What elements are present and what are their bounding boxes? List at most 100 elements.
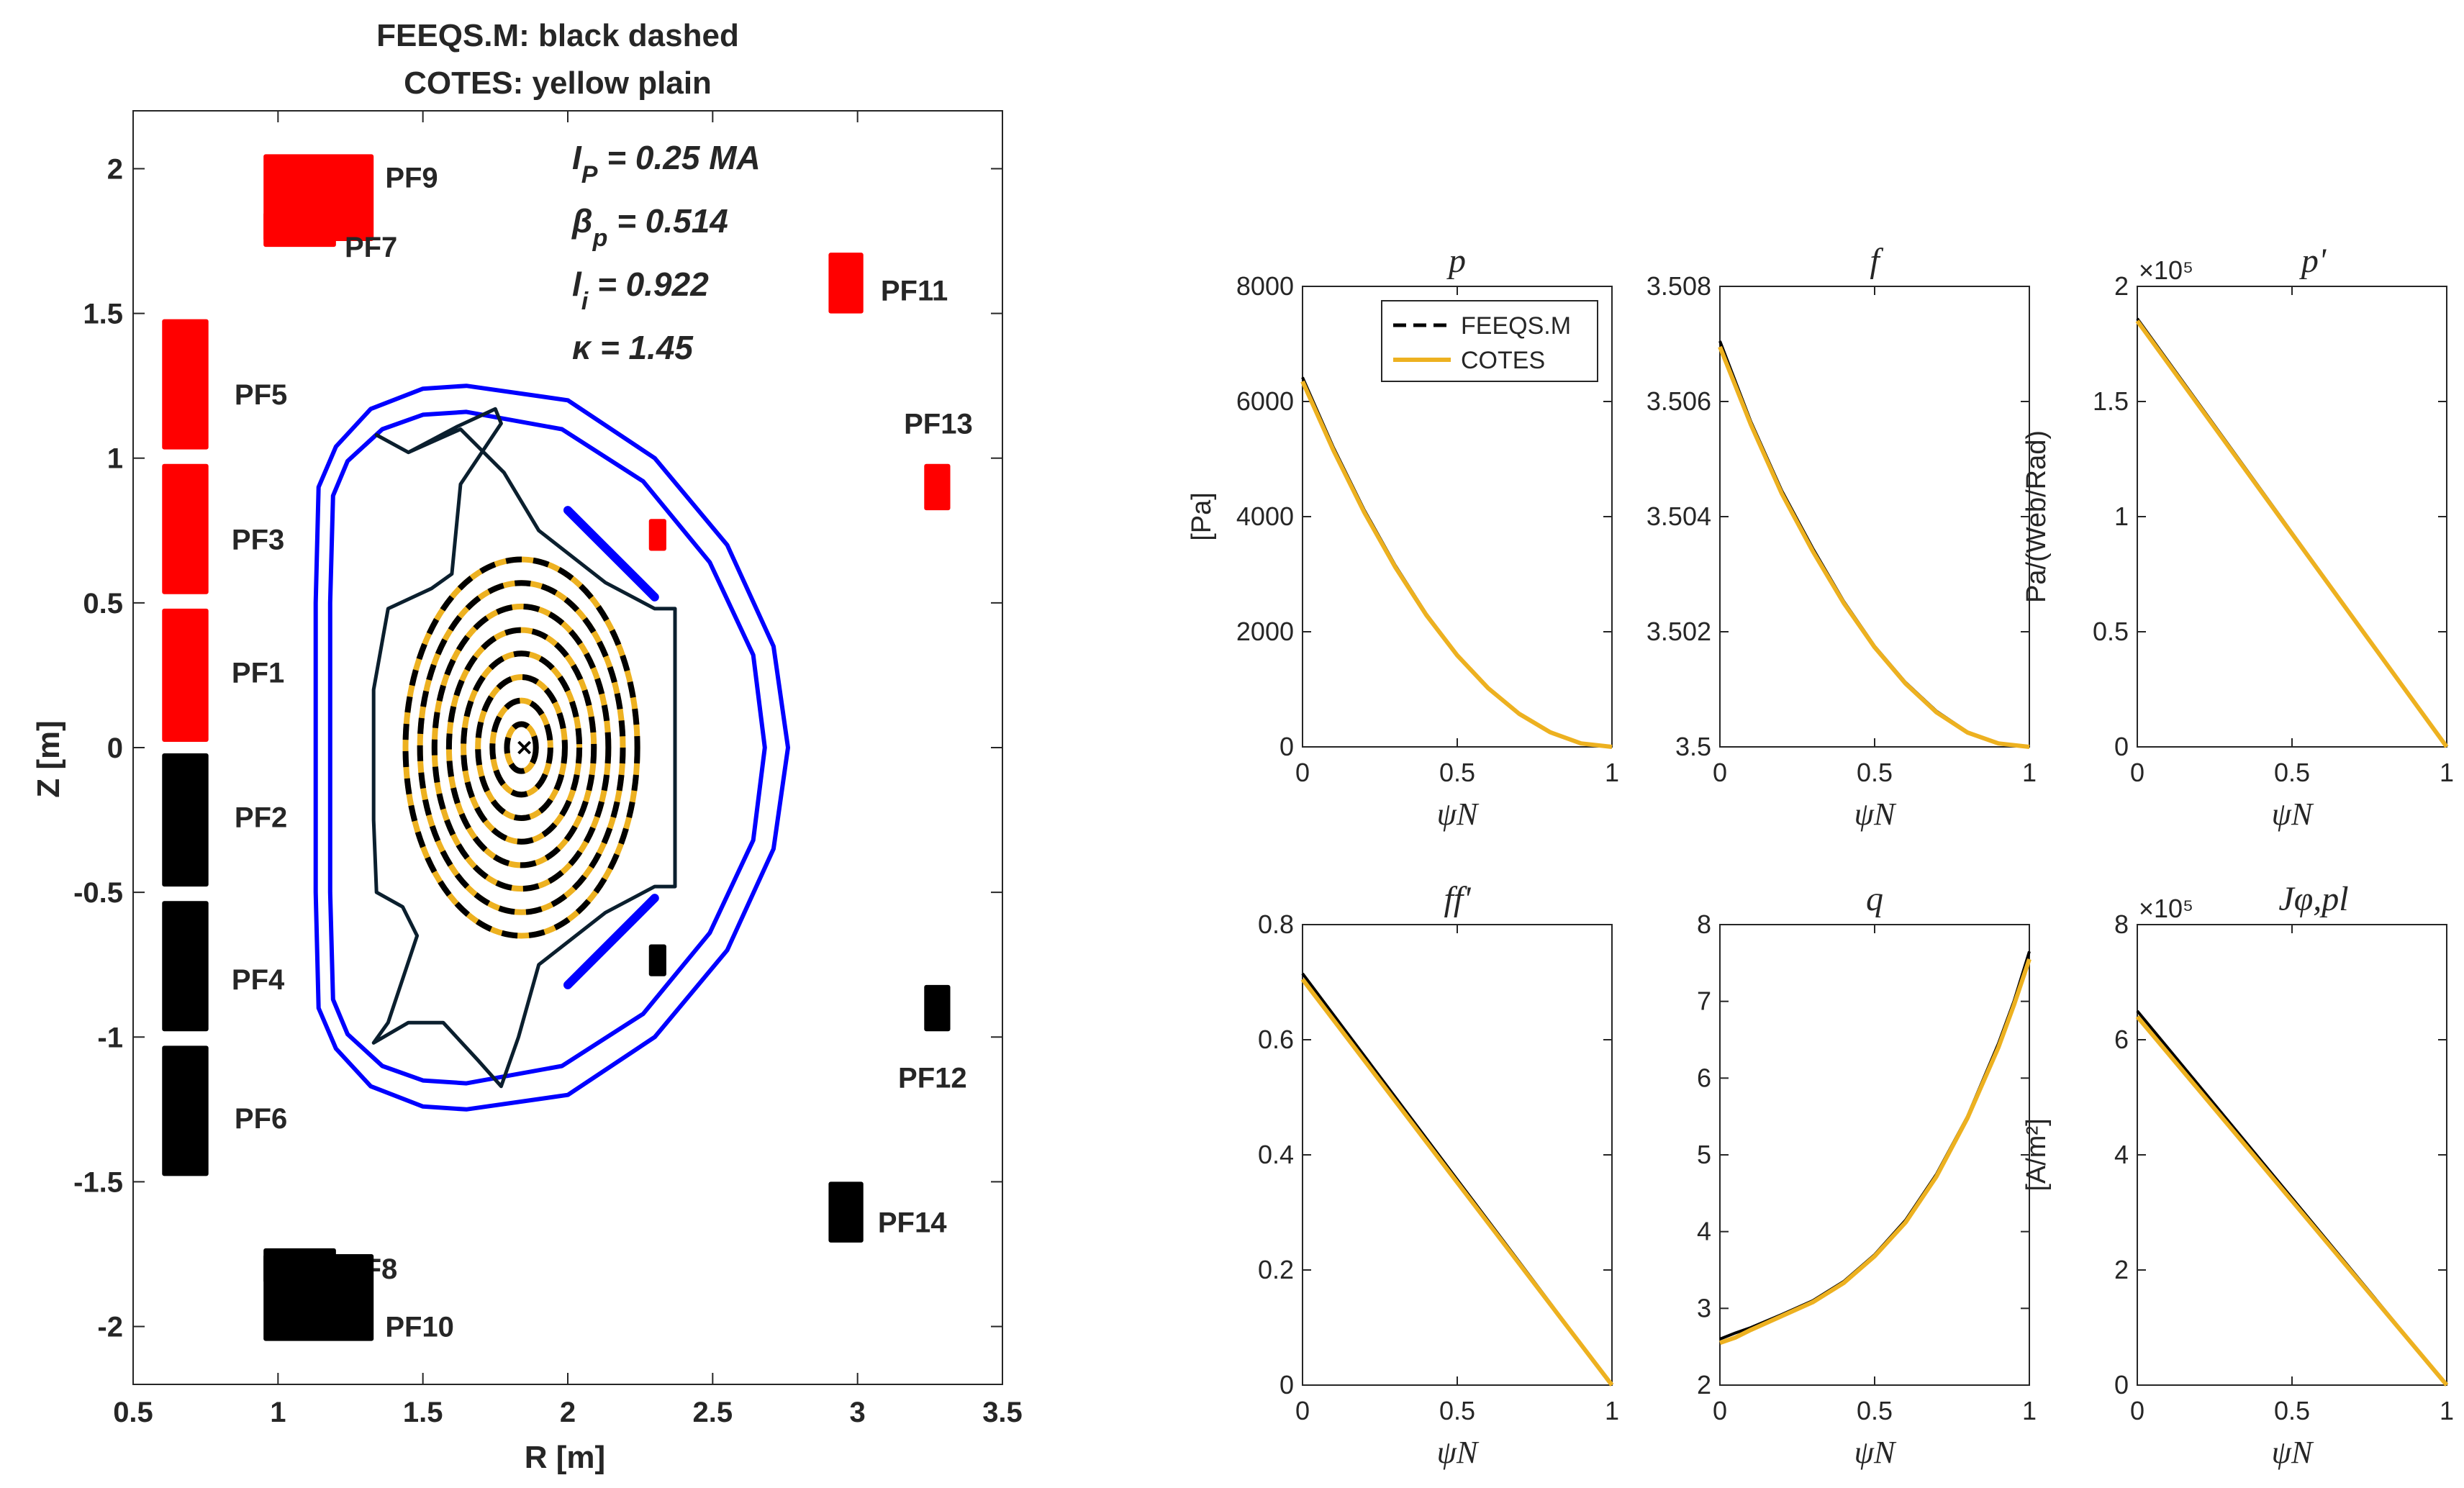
left-ytick-label: -0.5: [73, 877, 123, 909]
ytick-label: 8: [2114, 909, 2129, 939]
subplot-frame: [2137, 286, 2447, 748]
xtick-label: 0.5: [1857, 1396, 1893, 1425]
xtick-label: 0: [2130, 1396, 2144, 1425]
ytick-label: 2: [2114, 1255, 2129, 1284]
ytick-label: 0: [1279, 1370, 1294, 1399]
flux-surface-feeqs-2: [489, 697, 553, 798]
left-title-line1: FEEQS.M: black dashed: [376, 18, 739, 53]
flux-surface-feeqs-1: [504, 721, 539, 774]
series-line-cotes: [1300, 380, 1613, 749]
coil-label-pf4: PF4: [232, 964, 285, 996]
ytick-label: 0.4: [1258, 1140, 1294, 1169]
xtick-label: 1: [1605, 1396, 1619, 1425]
coil-pf1: [162, 608, 209, 742]
left-xtick-label: 3: [850, 1397, 866, 1428]
vacuum-vessel-outer: [313, 384, 790, 1112]
left-ytick-label: 0: [107, 732, 123, 764]
param-text-1: IP = 0.25 MA: [572, 139, 761, 189]
ytick-label: 3.506: [1647, 386, 1711, 416]
ytick-label: 8: [1697, 909, 1711, 939]
left-title-line2: COTES: yellow plain: [404, 65, 712, 101]
coil-pf14: [828, 1181, 864, 1243]
subplot-title: q: [1866, 880, 1883, 918]
left-xtick-label: 3.5: [982, 1397, 1023, 1428]
ytick-label: 0.8: [1258, 909, 1294, 939]
ytick-label: 7: [1697, 986, 1711, 1016]
ytick-label: 0: [1279, 732, 1294, 761]
coil-pf5: [162, 319, 209, 450]
flux-surface-feeqs-8: [402, 556, 640, 939]
subplot-frame: [1719, 924, 2030, 1386]
ytick-label: 6: [2114, 1025, 2129, 1054]
flux-surface-feeqs-6: [431, 603, 612, 892]
first-wall: [371, 407, 677, 1089]
left-xtick-label: 0.5: [113, 1397, 153, 1428]
xtick-label: 0.5: [1439, 1396, 1475, 1425]
left-plot-frame: [132, 110, 1003, 1385]
xtick-label: 0.5: [1857, 758, 1893, 787]
subplot-ylabel: [A/m²]: [2021, 1118, 2052, 1191]
ytick-label: 2: [2114, 271, 2129, 301]
ytick-label: 3.508: [1647, 271, 1711, 301]
xtick-label: 1: [2440, 758, 2454, 787]
coil-pf4: [162, 901, 209, 1032]
left-y-axis-label: Z [m]: [31, 720, 66, 798]
ytick-label: 4: [1697, 1217, 1711, 1246]
coil-pf10: [263, 1253, 374, 1341]
ytick-label: 4: [2114, 1140, 2129, 1169]
left-ytick-label: 2: [107, 153, 123, 185]
xtick-label: 1: [2022, 758, 2037, 787]
subplot-title: f: [1870, 242, 1883, 280]
passive-coil-1: [648, 519, 666, 551]
legend-label-cotes: COTES: [1461, 347, 1545, 374]
coil-label-pf6: PF6: [235, 1103, 287, 1135]
subplot-3: 0 0.5 1 0 0.5 1 1.5 2 ×10⁵ p' ψN Pa/(Web/Rad): [2021, 242, 2454, 832]
profile-subplots: 0 0.5 102000400060008000pψN[Pa]FEEQS.MCOTE…: [1187, 242, 2454, 1470]
ytick-label: 0.6: [1258, 1025, 1294, 1054]
coil-pf7: [263, 212, 336, 248]
series-line-cotes: [1718, 345, 2030, 749]
flux-surface-feeqs-5: [445, 627, 597, 868]
coil-pf2: [162, 753, 209, 887]
axis-exponent: ×10⁵: [2139, 255, 2193, 285]
ytick-label: 6: [1697, 1063, 1711, 1092]
xtick-label: 0: [2130, 758, 2144, 787]
ytick-label: 0.5: [2093, 617, 2129, 646]
subplot-xlabel: ψN: [1854, 797, 1897, 832]
legend-label-feeqs: FEEQS.M: [1461, 312, 1571, 340]
subplot-title: ff': [1444, 880, 1472, 918]
coil-label-pf5: PF5: [235, 379, 287, 411]
subplot-xlabel: ψN: [1437, 797, 1480, 832]
coil-label-pf3: PF3: [232, 524, 284, 555]
coil-label-pf9: PF9: [385, 163, 438, 194]
subplot-frame: [1719, 286, 2030, 748]
ytick-label: 3: [1697, 1293, 1711, 1323]
subplot-frame: [2137, 924, 2447, 1386]
xtick-label: 1: [2440, 1396, 2454, 1425]
subplot-xlabel: ψN: [2272, 797, 2314, 832]
left-xtick-label: 2.5: [693, 1397, 733, 1428]
ytick-label: 3.502: [1647, 617, 1711, 646]
left-ytick-label: 1: [107, 443, 123, 475]
subplot-ylabel: Pa/(Web/Rad): [2021, 430, 2052, 603]
coil-pf3: [162, 463, 209, 594]
ytick-label: 3.504: [1647, 502, 1711, 531]
series-line-cotes: [2135, 1015, 2449, 1387]
ytick-label: 1.5: [2093, 386, 2129, 416]
subplot-2: 0 0.5 1 3.5 3.502 3.504 3.506 3.508 f ψN: [1647, 242, 2037, 832]
subplot-1: 0 0.5 1 0 2000 4000 6000 8000 p ψN [Pa] FEEQS.M COTE…: [1187, 242, 1619, 832]
xtick-label: 0: [1295, 1396, 1310, 1425]
xtick-label: 0: [1713, 758, 1727, 787]
series-line-cotes: [2135, 319, 2449, 748]
ytick-label: 3.5: [1675, 732, 1711, 761]
left-ytick-label: 1.5: [83, 299, 123, 330]
series-line-cotes: [1300, 978, 1614, 1387]
series-line-cotes: [1719, 958, 2032, 1346]
left-xtick-label: 2: [560, 1397, 576, 1428]
flux-surface-feeqs-7: [417, 580, 626, 915]
left-ytick-label: -1: [97, 1022, 123, 1053]
xtick-label: 0.5: [2274, 758, 2310, 787]
ytick-label: 1: [2114, 502, 2129, 531]
flux-surface-feeqs-3: [475, 673, 568, 822]
